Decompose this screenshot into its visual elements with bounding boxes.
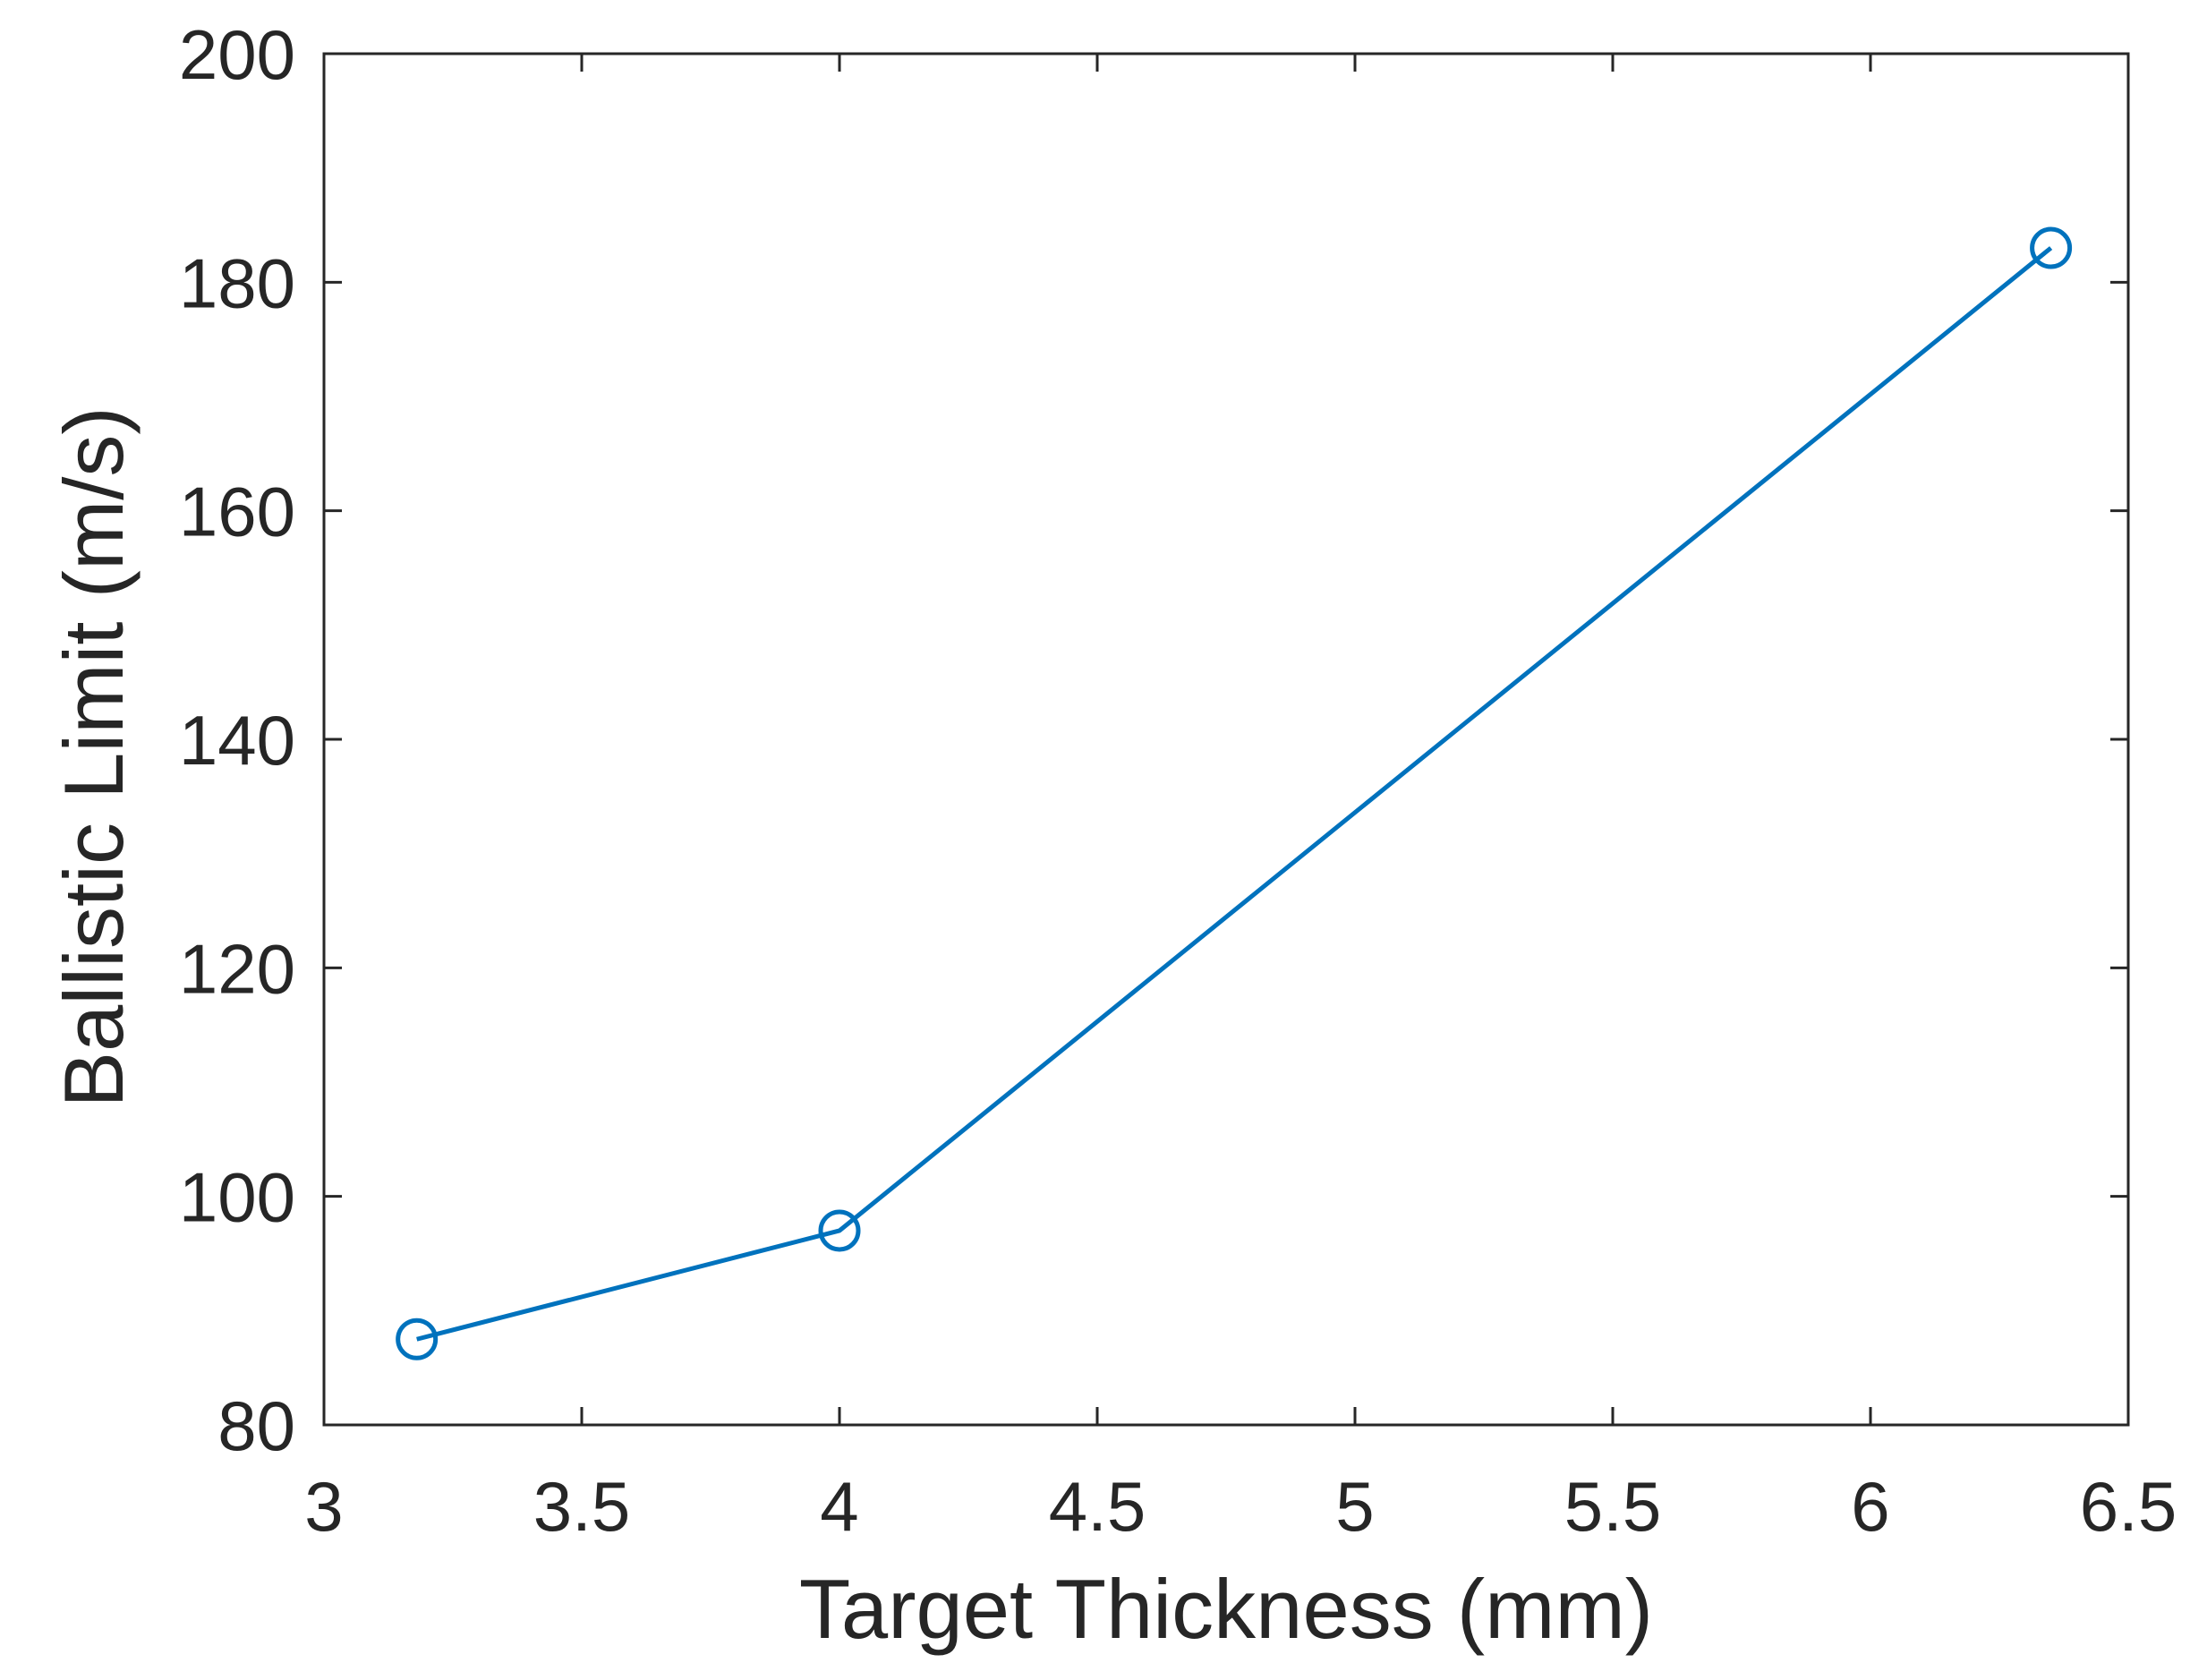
x-tick-label: 4.5 (1049, 1467, 1146, 1546)
x-tick-label: 5.5 (1564, 1467, 1661, 1546)
x-tick-label: 6.5 (2080, 1467, 2177, 1546)
y-tick-label: 120 (179, 929, 295, 1008)
y-tick-label: 80 (217, 1386, 295, 1465)
y-tick-label: 140 (179, 701, 295, 780)
y-tick-label: 160 (179, 473, 295, 551)
x-tick-label: 3 (304, 1467, 343, 1546)
data-point-marker (2030, 226, 2073, 269)
series-layer (396, 226, 2073, 1360)
y-tick-label: 200 (179, 15, 295, 94)
data-point-marker (818, 1209, 861, 1252)
x-tick-label: 4 (820, 1467, 858, 1546)
plot-area-frame (322, 52, 2130, 1427)
y-tick-label: 180 (179, 243, 295, 322)
y-axis-label: Ballistic Limit (m/s) (47, 406, 141, 1107)
y-tick-label: 100 (179, 1158, 295, 1237)
series-line (416, 246, 2053, 1342)
x-tick-label: 5 (1335, 1467, 1374, 1546)
x-tick-label: 6 (1851, 1467, 1889, 1546)
axis-tick-labels: 3 3.5 4 4.5 5 5.5 6 6.5 80 100 120 140 160 180 200 (179, 15, 2177, 1546)
x-axis-label: Target Thickness (mm) (799, 1562, 1653, 1656)
data-point-marker (396, 1318, 439, 1360)
x-tick-label: 3.5 (533, 1467, 630, 1546)
